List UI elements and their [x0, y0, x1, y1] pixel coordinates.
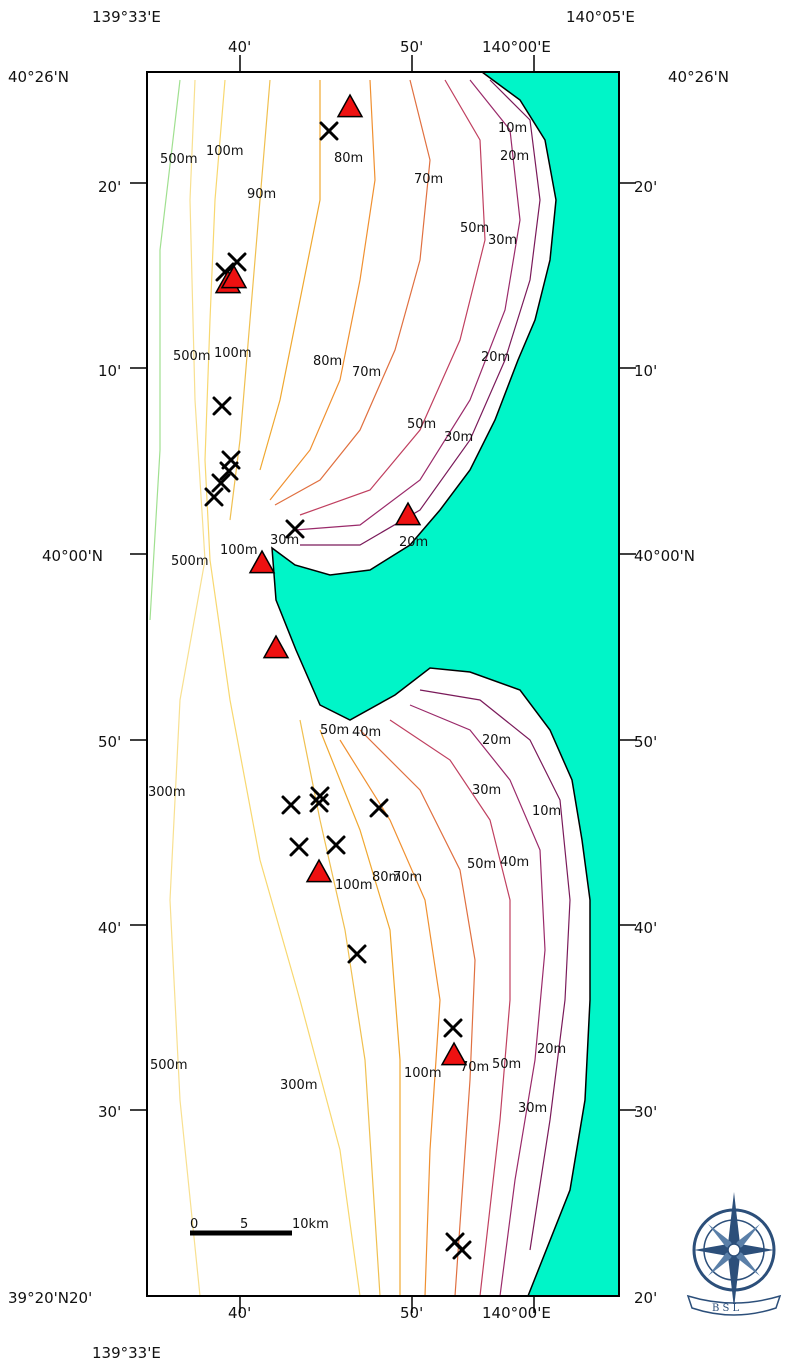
left-lat-5: 40': [98, 919, 121, 937]
cross-marker: [369, 798, 389, 818]
right-lat-6: 30': [634, 1103, 657, 1121]
triangle-marker: [394, 501, 422, 526]
triangle-marker: [305, 858, 333, 883]
logo-text: B S L: [712, 1303, 740, 1314]
left-lat-1: 20': [98, 178, 121, 196]
cross-marker: [219, 461, 239, 481]
depth-label: 500m: [160, 152, 197, 167]
triangle-marker: [248, 549, 276, 574]
cross-marker: [326, 835, 346, 855]
right-lat-2: 10': [634, 362, 657, 380]
depth-label: 50m: [320, 723, 349, 738]
depth-label: 30m: [488, 233, 517, 248]
map-area: [146, 71, 620, 1297]
scale-0: 0: [190, 1217, 198, 1232]
cross-marker: [285, 519, 305, 539]
bottom-left-longitude: 139°33'E: [92, 1344, 161, 1362]
right-lat-0: 40°26'N: [668, 68, 729, 86]
right-lat-3: 40°00'N: [634, 547, 695, 565]
cross-marker: [319, 121, 339, 141]
depth-label: 100m: [335, 878, 372, 893]
left-lat-4: 50': [98, 733, 121, 751]
depth-label: 20m: [482, 733, 511, 748]
top-tick-140: 140°00'E: [482, 38, 551, 56]
depth-label: 10m: [498, 121, 527, 136]
left-lat-7: 39°20'N20': [8, 1289, 92, 1307]
triangle-marker: [220, 264, 248, 289]
depth-label: 30m: [472, 783, 501, 798]
depth-label: 500m: [173, 349, 210, 364]
depth-label: 500m: [171, 554, 208, 569]
triangle-marker: [440, 1041, 468, 1066]
right-lat-1: 20': [634, 178, 657, 196]
cross-marker: [452, 1240, 472, 1260]
triangle-markers: [214, 93, 468, 1066]
top-left-longitude: 139°33'E: [92, 8, 161, 26]
depth-label: 40m: [352, 725, 381, 740]
depth-label: 10m: [532, 804, 561, 819]
depth-label: 70m: [414, 172, 443, 187]
depth-label: 90m: [247, 187, 276, 202]
depth-label: 30m: [518, 1101, 547, 1116]
depth-label: 100m: [404, 1066, 441, 1081]
compass-logo: B S L: [686, 1192, 782, 1316]
top-tick-40: 40': [228, 38, 251, 56]
depth-label: 50m: [460, 221, 489, 236]
cross-marker: [211, 473, 231, 493]
left-lat-0: 40°26'N: [8, 68, 69, 86]
depth-label: 70m: [460, 1060, 489, 1075]
depth-label: 50m: [467, 857, 496, 872]
depth-label: 300m: [280, 1078, 317, 1093]
depth-label: 100m: [206, 144, 243, 159]
left-lat-3: 40°00'N: [42, 547, 103, 565]
scale-5: 5: [240, 1217, 248, 1232]
cross-marker: [310, 786, 330, 806]
scale-bar: 0 5 10km: [190, 1217, 329, 1236]
depth-label: 80m: [313, 354, 342, 369]
bottom-tick-140: 140°00'E: [482, 1304, 551, 1322]
depth-label: 70m: [393, 870, 422, 885]
cross-marker: [347, 944, 367, 964]
axis-ticks: [130, 55, 636, 1313]
depth-label: 20m: [500, 149, 529, 164]
cross-marker: [227, 252, 247, 272]
depth-label: 20m: [537, 1042, 566, 1057]
cross-marker: [309, 793, 329, 813]
left-lat-2: 10': [98, 362, 121, 380]
right-lat-7: 20': [634, 1289, 657, 1307]
cross-marker: [443, 1018, 463, 1038]
depth-label: 100m: [214, 346, 251, 361]
depth-label: 30m: [270, 533, 299, 548]
cross-markers: [204, 121, 472, 1260]
depth-label: 20m: [481, 350, 510, 365]
triangle-marker: [262, 634, 290, 659]
depth-label: 80m: [334, 151, 363, 166]
depth-label: 500m: [150, 1058, 187, 1073]
depth-label: 80m: [372, 870, 401, 885]
depth-label: 40m: [500, 855, 529, 870]
top-tick-50: 50': [400, 38, 423, 56]
cross-marker: [289, 837, 309, 857]
cross-marker: [204, 487, 224, 507]
depth-label: 70m: [352, 365, 381, 380]
right-lat-4: 50': [634, 733, 657, 751]
map-frame: [146, 71, 620, 1297]
depth-label: 30m: [444, 430, 473, 445]
depth-label: 20m: [399, 535, 428, 550]
scale-10km: 10km: [292, 1217, 329, 1232]
top-right-longitude: 140°05'E: [566, 8, 635, 26]
right-lat-5: 40': [634, 919, 657, 937]
land-region: [271, 71, 620, 1297]
depth-label: 100m: [220, 543, 257, 558]
depth-label: 50m: [407, 417, 436, 432]
cross-marker: [212, 396, 232, 416]
depth-label: 50m: [492, 1057, 521, 1072]
left-lat-6: 30': [98, 1103, 121, 1121]
cross-marker: [281, 795, 301, 815]
triangle-marker: [336, 93, 364, 118]
depth-label: 300m: [148, 785, 185, 800]
